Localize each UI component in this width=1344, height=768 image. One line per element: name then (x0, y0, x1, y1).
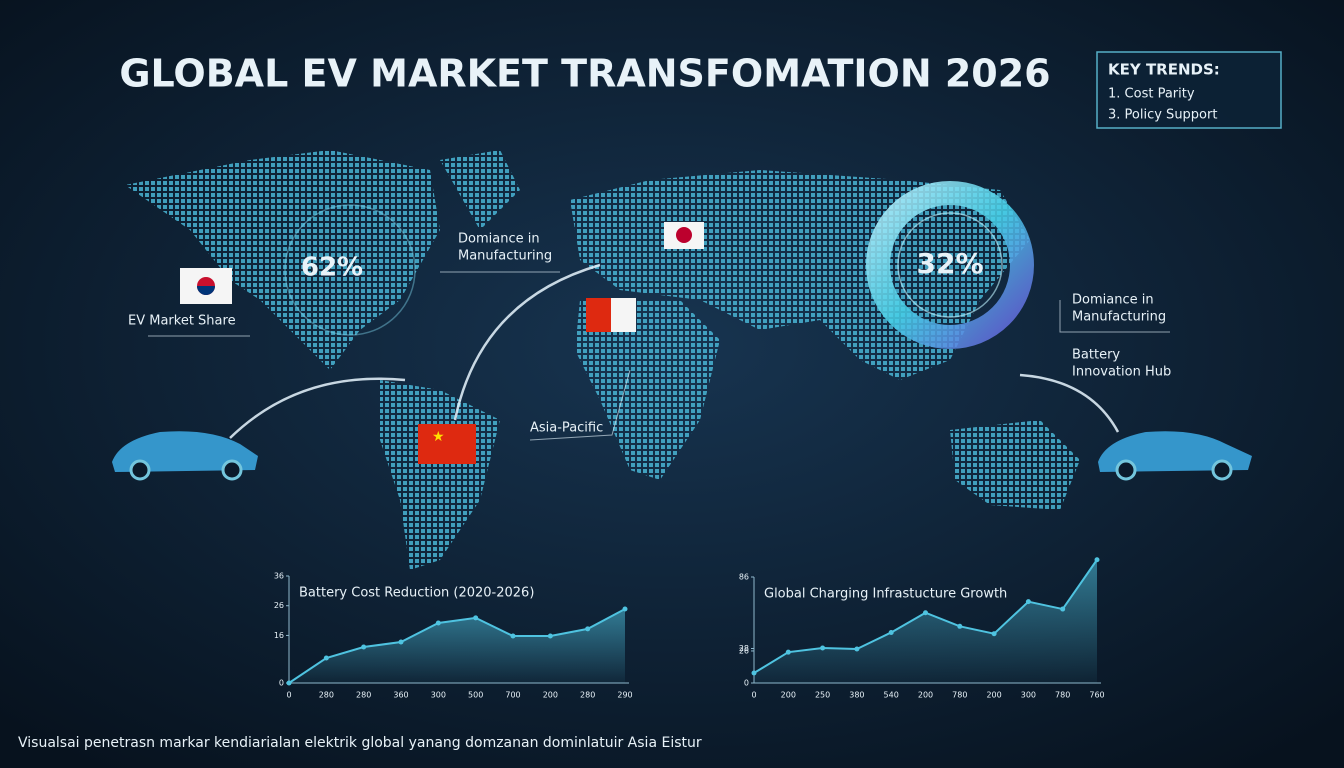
x-tick-label: 780 (952, 691, 967, 700)
x-tick-label: 300 (431, 691, 446, 700)
point (854, 646, 860, 652)
point (473, 615, 479, 621)
point (435, 620, 441, 626)
decorations (148, 204, 1170, 441)
y-tick-label: 26 (739, 646, 749, 655)
point (361, 644, 367, 650)
x-tick-label: 700 (505, 691, 520, 700)
key-trend: 1. Cost Parity (1108, 87, 1195, 102)
x-tick-label: 200 (543, 691, 558, 700)
point (585, 626, 591, 632)
x-tick-label: 200 (986, 691, 1001, 700)
callout-label: Manufacturing (1072, 310, 1166, 325)
point (820, 645, 826, 651)
y-tick-label: 16 (274, 631, 284, 640)
point (622, 606, 628, 612)
point (751, 670, 757, 676)
x-tick-label: 280 (356, 691, 371, 700)
point (785, 649, 791, 655)
callout-label: Domiance in (1072, 293, 1154, 308)
key-trends-box (1096, 51, 1282, 129)
point (991, 631, 997, 637)
x-tick-label: 0 (286, 691, 291, 700)
donut (866, 181, 1034, 349)
x-tick-label: 280 (319, 691, 334, 700)
x-tick-label: 300 (1021, 691, 1036, 700)
cars (112, 431, 1252, 481)
title: GLOBAL EV MARKET TRANSFOMATION 2026 (119, 52, 1050, 96)
x-tick-label: 760 (1089, 691, 1104, 700)
point (510, 633, 516, 639)
point (547, 633, 553, 639)
x-tick-label: 0 (751, 691, 756, 700)
point (286, 680, 292, 686)
flags: ★ (180, 222, 704, 464)
x-tick-label: 500 (468, 691, 483, 700)
x-tick-label: 280 (580, 691, 595, 700)
callout-label: Manufacturing (458, 249, 552, 264)
y-tick-label: 0 (744, 679, 749, 688)
svg-text:★: ★ (432, 429, 445, 445)
x-tick-label: 780 (1055, 691, 1070, 700)
x-tick-label: 200 (781, 691, 796, 700)
area (289, 608, 625, 683)
point (323, 655, 329, 661)
y-tick-label: 28 (739, 644, 749, 653)
key-trends-title: KEY TRENDS: (1108, 61, 1220, 79)
x-tick-label: 290 (617, 691, 632, 700)
area (754, 559, 1097, 683)
y-tick-label: 86 (739, 573, 749, 582)
x-tick-label: 200 (918, 691, 933, 700)
point (398, 639, 404, 645)
point (1060, 606, 1066, 612)
point (957, 623, 963, 629)
x-tick-label: 380 (849, 691, 864, 700)
y-tick-label: 0 (279, 679, 284, 688)
y-tick-label: 36 (274, 572, 284, 581)
callout-label: Battery (1072, 348, 1120, 363)
point (1025, 599, 1031, 605)
key-trend: 3. Policy Support (1108, 108, 1217, 123)
chart-title: Global Charging Infrastucture Growth (764, 587, 1007, 602)
line (288, 608, 626, 684)
point (923, 610, 928, 616)
footer: Visualsai penetrasn markar kendiarialan … (18, 735, 702, 751)
point (888, 629, 894, 635)
x-tick-label: 540 (884, 691, 899, 700)
chart-title: Battery Cost Reduction (2020-2026) (299, 586, 534, 601)
callout-label: EV Market Share (128, 314, 236, 329)
x-tick-label: 250 (815, 691, 830, 700)
callout-label: Asia-Pacific (530, 421, 603, 436)
x-tick-label: 360 (393, 691, 408, 700)
callout-label: 32% (916, 247, 983, 280)
world-map (125, 150, 1080, 570)
callout-label: 62% (301, 253, 363, 283)
y-tick-label: 26 (274, 601, 284, 610)
callout-label: Domiance in (458, 232, 540, 247)
point (1094, 557, 1100, 563)
callout-label: Innovation Hub (1072, 365, 1171, 380)
